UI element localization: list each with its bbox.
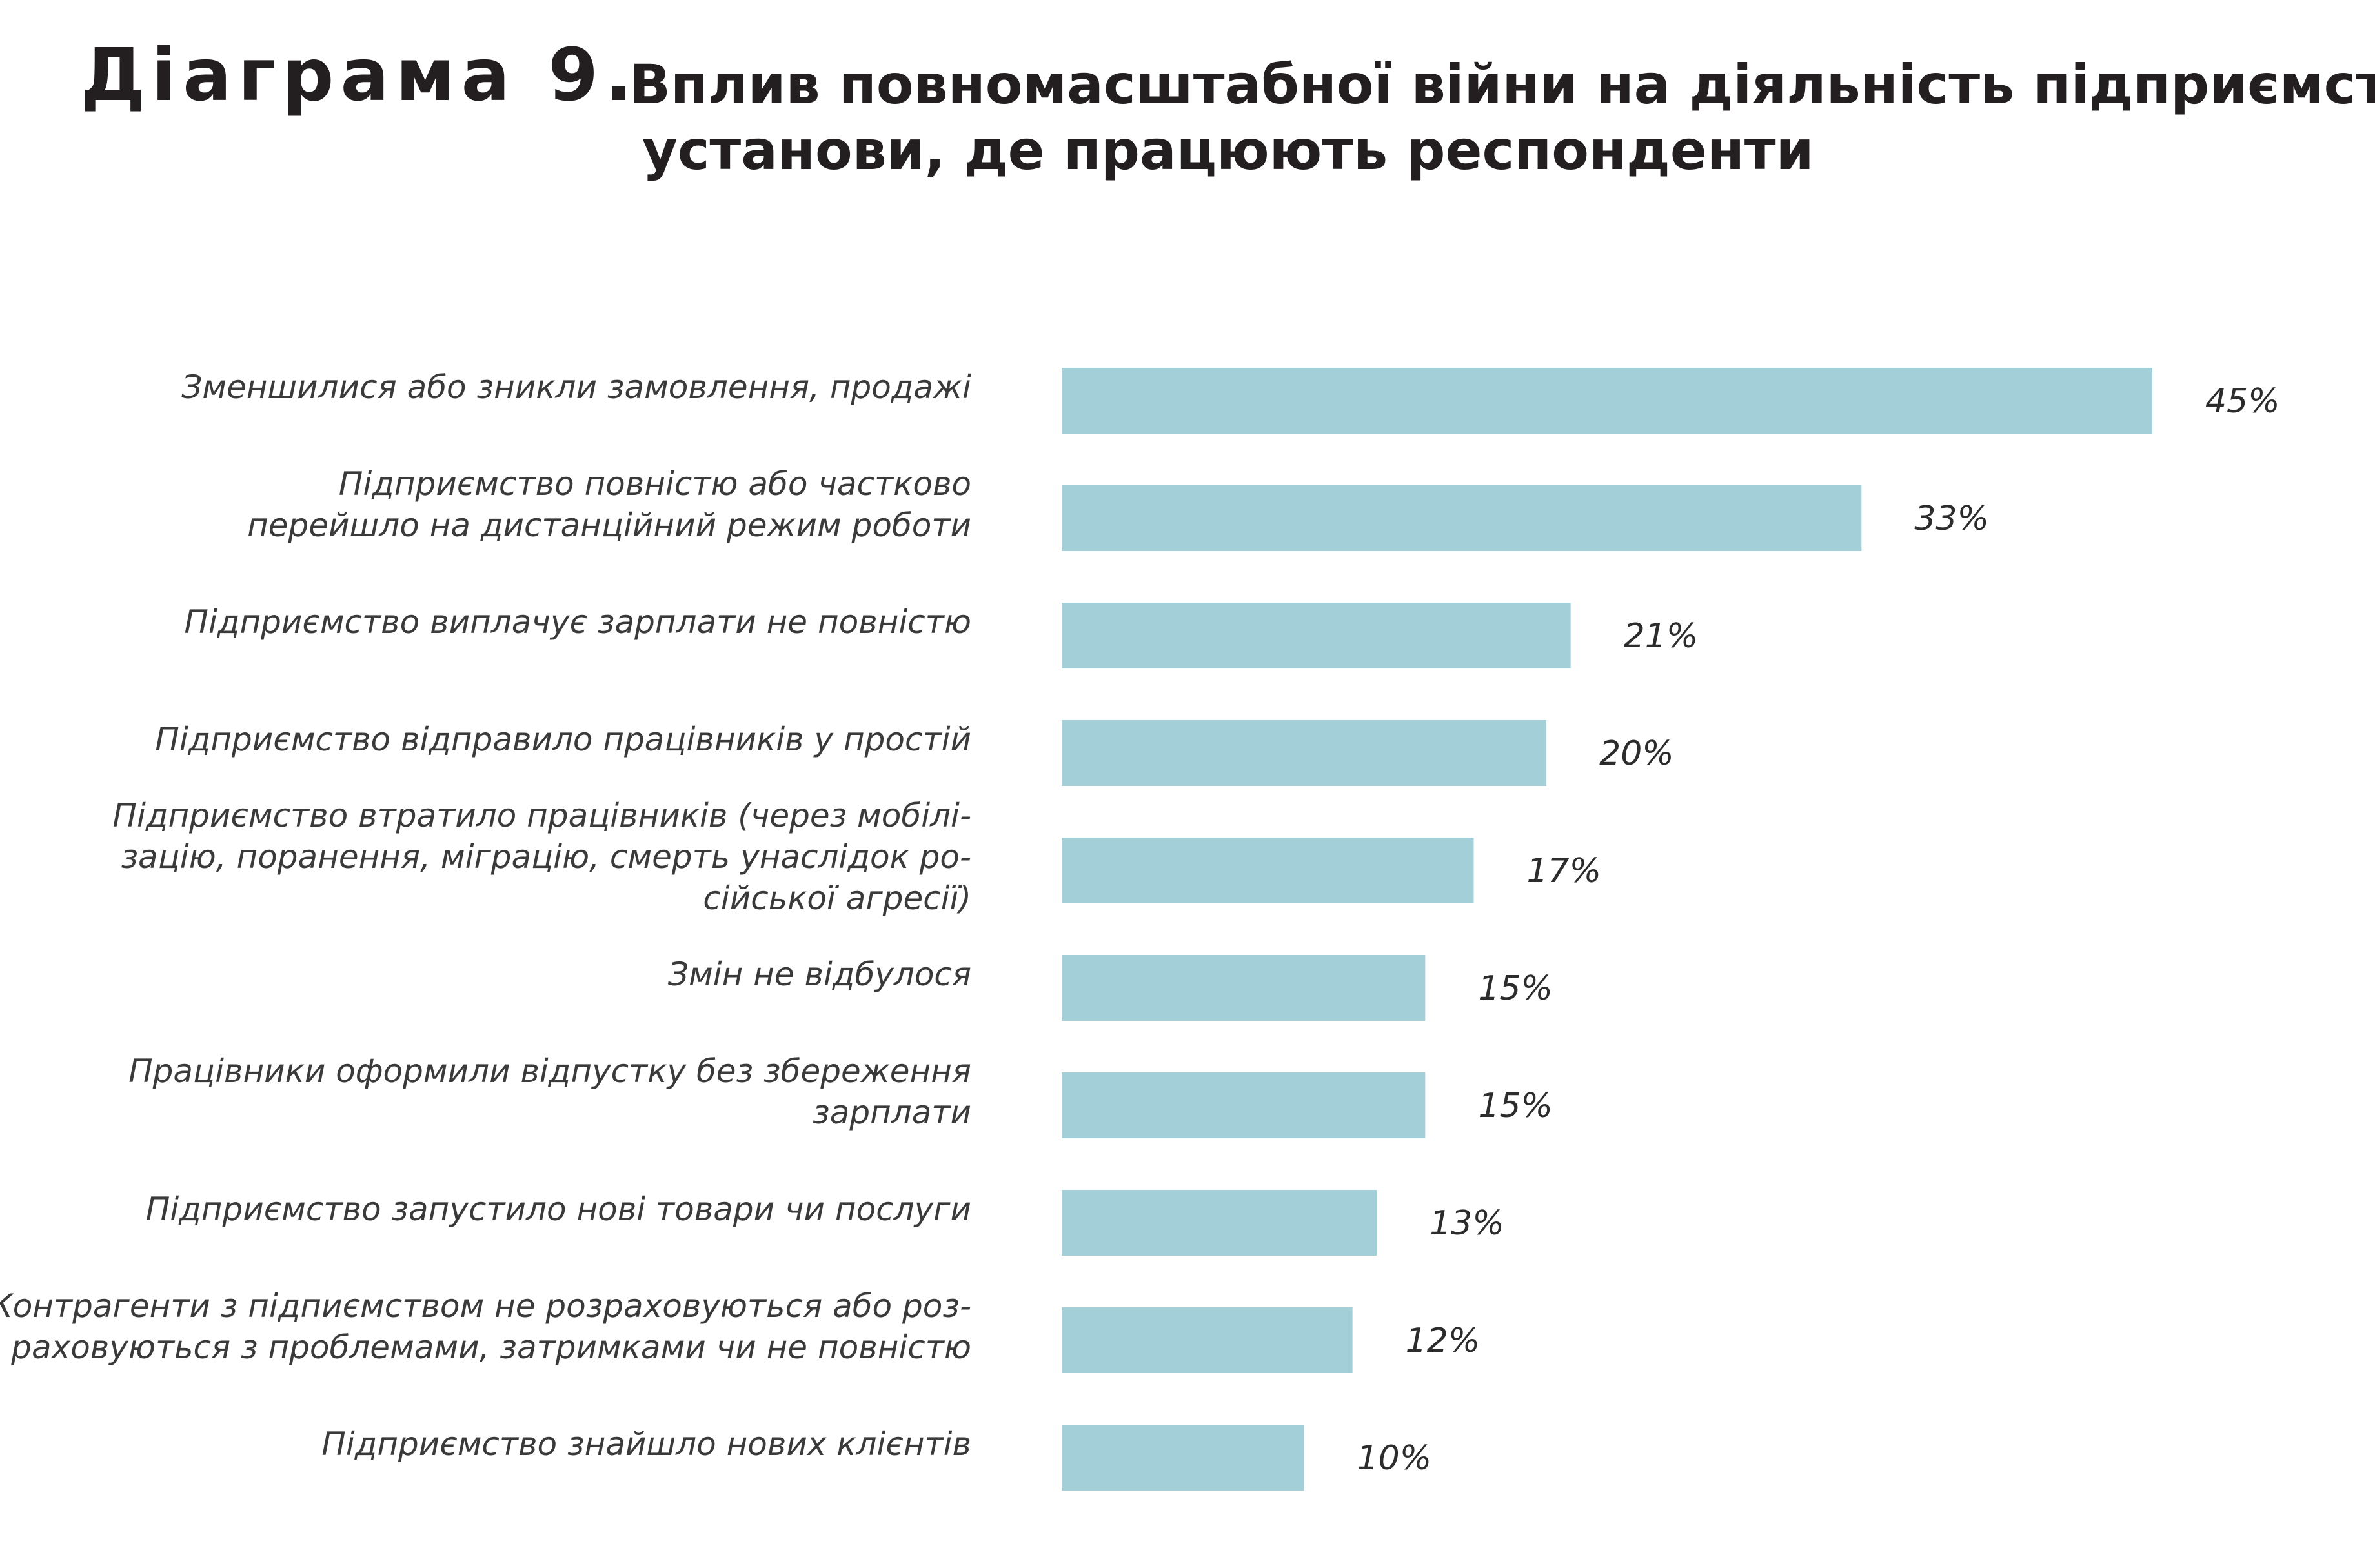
category-label-line: сійської агресії) xyxy=(703,879,971,917)
category-label-line: зарплати xyxy=(813,1094,971,1131)
category-label-3: Підприємство виплачує зарплати не повніс… xyxy=(184,603,971,641)
value-label-10: 10% xyxy=(1357,1439,1432,1478)
category-label-line: Підприємство повністю або частково xyxy=(339,465,971,503)
value-label-2: 33% xyxy=(1914,499,1989,538)
category-label-8: Підприємство запустило нові товари чи по… xyxy=(146,1191,971,1228)
chart-title-prefix: Діаграма 9. xyxy=(81,34,639,117)
category-label-10: Підприємство знайшло нових клієнтів xyxy=(321,1425,971,1463)
chart-title-line-1: Вплив повномасштабної війни на діяльніст… xyxy=(629,53,2375,116)
value-label-4: 20% xyxy=(1599,734,1674,773)
category-label-7: Працівники оформили відпустку без збереж… xyxy=(128,1052,971,1131)
value-label-6: 15% xyxy=(1478,969,1553,1008)
category-label-line: перейшло на дистанційний режим роботи xyxy=(247,507,971,544)
bars xyxy=(1062,368,2152,1491)
bar-2 xyxy=(1062,485,1862,551)
bar-6 xyxy=(1062,955,1426,1021)
category-label-line: Підприємство запустило нові товари чи по… xyxy=(146,1191,971,1228)
category-label-1: Зменшилися або зникли замовлення, продаж… xyxy=(181,368,971,406)
category-label-5: Підприємство втратило працівників (через… xyxy=(112,797,971,917)
category-label-line: раховуються з проблемами, затримками чи … xyxy=(10,1329,971,1366)
bar-7 xyxy=(1062,1072,1426,1138)
category-label-line: Змін не відбулося xyxy=(668,956,971,993)
category-label-line: Підприємство відправило працівників у пр… xyxy=(155,721,971,758)
category-label-line: Підприємство знайшло нових клієнтів xyxy=(321,1425,971,1463)
value-label-7: 15% xyxy=(1478,1087,1553,1125)
chart-title: Діаграма 9. Вплив повномасштабної війни … xyxy=(81,34,2375,182)
value-labels: 45% 33% 21% 20% 17% 15% 15% 13% 12% 10% xyxy=(1357,382,2280,1478)
value-label-5: 17% xyxy=(1526,852,1601,890)
value-label-1: 45% xyxy=(2205,382,2280,421)
category-label-line: Підприємство втратило працівників (через… xyxy=(112,797,971,834)
chart-title-line-2: установи, де працюють респонденти xyxy=(642,119,1814,182)
bar-5 xyxy=(1062,838,1474,903)
category-label-line: Зменшилися або зникли замовлення, продаж… xyxy=(181,368,971,406)
bar-4 xyxy=(1062,720,1547,786)
category-label-4: Підприємство відправило працівників у пр… xyxy=(155,721,971,758)
bar-1 xyxy=(1062,368,2152,434)
category-label-9: Контрагенти з підпиємством не розраховую… xyxy=(0,1287,971,1366)
category-labels: Зменшилися або зникли замовлення, продаж… xyxy=(0,368,971,1463)
value-label-3: 21% xyxy=(1624,617,1699,656)
category-label-line: зацію, поранення, міграцію, смерть унасл… xyxy=(121,838,971,876)
category-label-6: Змін не відбулося xyxy=(668,956,971,993)
category-label-2: Підприємство повністю або частково перейш… xyxy=(247,465,971,544)
bar-10 xyxy=(1062,1425,1304,1491)
category-label-line: Контрагенти з підпиємством не розраховую… xyxy=(0,1287,971,1325)
bar-3 xyxy=(1062,603,1571,668)
category-label-line: Працівники оформили відпустку без збереж… xyxy=(128,1052,971,1090)
value-label-9: 12% xyxy=(1406,1322,1481,1360)
value-label-8: 13% xyxy=(1430,1204,1504,1243)
bar-9 xyxy=(1062,1307,1353,1373)
category-label-line: Підприємство виплачує зарплати не повніс… xyxy=(184,603,971,641)
bar-8 xyxy=(1062,1190,1377,1256)
